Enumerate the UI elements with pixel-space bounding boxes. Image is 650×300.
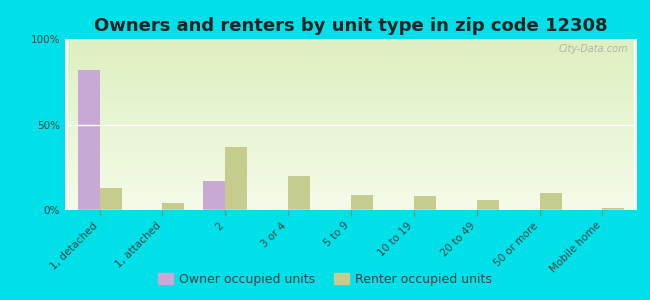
Bar [603, 208, 625, 210]
Bar [288, 176, 310, 210]
Legend: Owner occupied units, Renter occupied units: Owner occupied units, Renter occupied un… [153, 268, 497, 291]
Text: City-Data.com: City-Data.com [559, 44, 629, 54]
Bar [162, 203, 185, 210]
Bar [540, 193, 562, 210]
Bar [203, 181, 226, 210]
Bar [226, 147, 247, 210]
Bar [99, 188, 122, 210]
Bar [414, 196, 436, 210]
Bar [476, 200, 499, 210]
Bar [351, 195, 373, 210]
Bar [77, 70, 99, 210]
Title: Owners and renters by unit type in zip code 12308: Owners and renters by unit type in zip c… [94, 17, 608, 35]
